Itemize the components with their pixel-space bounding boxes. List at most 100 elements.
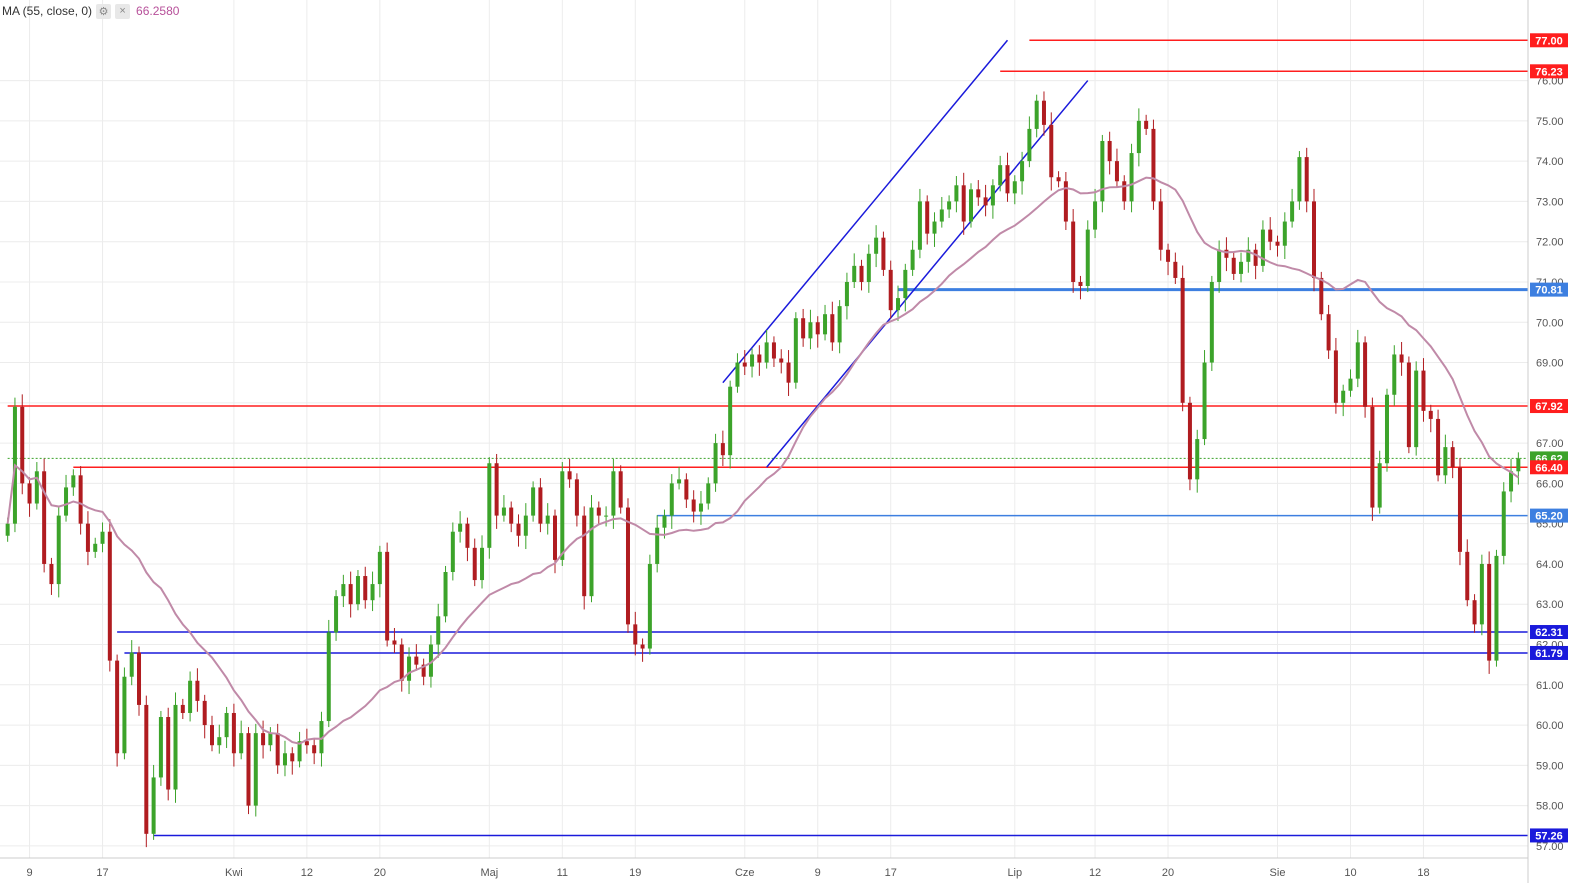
candle-body [647, 563, 652, 649]
price-label: 57.26 [1535, 830, 1563, 842]
candle-body [947, 201, 952, 210]
candle-body [1450, 447, 1455, 468]
candle-body [932, 221, 937, 234]
x-tick-label: 10 [1344, 867, 1356, 879]
candle-body [56, 515, 61, 585]
candle-body [1231, 257, 1236, 274]
candle-body [450, 531, 455, 572]
candle-body [903, 269, 908, 299]
candle-body [290, 753, 295, 762]
candle-body [611, 471, 616, 516]
candle-body [1144, 120, 1149, 129]
candle-body [20, 406, 25, 484]
trend-line [722, 39, 1009, 384]
candle-body [582, 515, 587, 597]
candle-body [1384, 394, 1389, 464]
candle-body [78, 475, 83, 524]
candle-body [961, 185, 966, 222]
candle-body [589, 507, 594, 597]
price-label-box [1530, 282, 1568, 297]
candle-body [1209, 281, 1214, 363]
candle-body [42, 471, 47, 564]
candle-body [224, 712, 229, 738]
candle-body [246, 733, 251, 806]
candle-body [684, 479, 689, 500]
candle-body [1399, 354, 1404, 363]
candle-body [1421, 370, 1426, 411]
gear-icon[interactable]: ⚙ [96, 3, 112, 19]
candle-body [1260, 229, 1265, 266]
candle-body [1370, 406, 1375, 508]
candle-body [1326, 314, 1331, 351]
candle-body [669, 483, 674, 516]
x-tick-label: 20 [374, 867, 386, 879]
candle-body [779, 358, 784, 363]
candle-body [436, 616, 441, 645]
candle-body [757, 354, 762, 363]
candle-body [1166, 249, 1171, 262]
y-tick-label: 69.00 [1536, 358, 1564, 370]
candle-body [261, 733, 266, 746]
candle-body [1202, 362, 1207, 440]
candle-body [465, 523, 470, 548]
y-tick-label: 73.00 [1536, 196, 1564, 208]
candle-body [1333, 350, 1338, 403]
x-tick-label: 17 [96, 867, 108, 879]
candle-body [326, 632, 331, 722]
x-tick-label: 9 [815, 867, 821, 879]
candle-body [1100, 140, 1105, 202]
candle-body [1041, 100, 1046, 125]
candle-body [1020, 161, 1025, 182]
candle-body [545, 515, 550, 524]
candle-body [202, 700, 207, 726]
candle-body [837, 306, 842, 343]
candle-body [151, 777, 156, 834]
price-label: 67.92 [1535, 401, 1563, 413]
candle-body [107, 531, 112, 661]
candle-body [1363, 342, 1368, 407]
candle-body [874, 237, 879, 254]
candle-body [392, 640, 397, 645]
candle-body [1158, 201, 1163, 250]
candle-body [421, 664, 426, 677]
candle-body [531, 487, 536, 516]
x-tick-label: 12 [301, 867, 313, 879]
candle-body [472, 547, 477, 581]
candle-body [509, 507, 514, 524]
y-tick-label: 70.00 [1536, 317, 1564, 329]
candle-body [414, 656, 419, 665]
candle-body [93, 543, 98, 552]
candle-body [859, 265, 864, 282]
x-tick-label: Kwi [225, 867, 243, 879]
candle-body [377, 551, 382, 585]
candle-body [852, 265, 857, 282]
x-tick-label: Lip [1007, 867, 1022, 879]
candle-body [1282, 221, 1287, 246]
candle-body [71, 475, 76, 488]
candle-body [304, 741, 309, 746]
candle-body [407, 656, 412, 681]
candle-body [1516, 458, 1521, 472]
candle-body [122, 676, 127, 754]
candle-body [1253, 249, 1258, 266]
candle-body [158, 717, 163, 778]
candle-body [1479, 563, 1484, 625]
candle-body [129, 652, 134, 677]
ma-line [6, 176, 1519, 745]
candle-body [998, 165, 1003, 186]
candle-body [1151, 128, 1156, 202]
candle-body [735, 362, 740, 387]
close-icon[interactable]: × [115, 3, 131, 19]
candle-body [662, 515, 667, 528]
candle-body [618, 471, 623, 508]
x-tick-label: Cze [735, 867, 755, 879]
trend-lines [722, 39, 1089, 468]
candle-body [1195, 439, 1200, 480]
y-tick-label: 76.00 [1536, 76, 1564, 88]
candle-body [1122, 181, 1127, 202]
candle-body [1187, 402, 1192, 480]
indicator-legend: MA (55, close, 0) ⚙ × 66.2580 [0, 0, 179, 22]
candle-body [173, 704, 178, 790]
x-tick-label: Maj [480, 867, 498, 879]
